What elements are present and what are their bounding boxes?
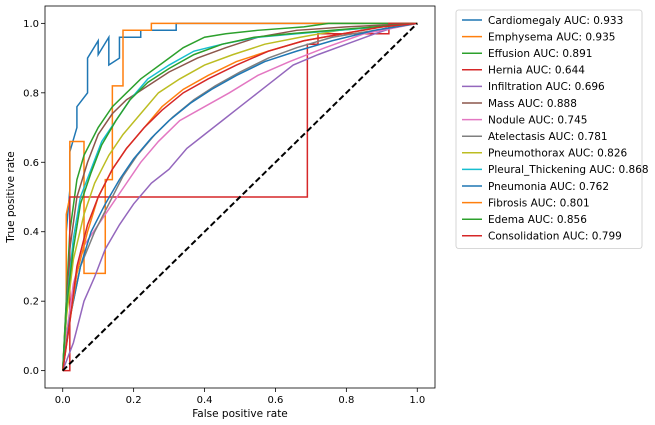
y-axis-label: True positive rate <box>5 151 17 244</box>
roc-curve-13 <box>61 22 418 371</box>
roc-curve-4 <box>62 22 418 371</box>
reference-line-group <box>62 22 418 372</box>
legend-entry-8: Pneumothorax AUC: 0.826 <box>488 148 628 160</box>
legend-entry-5: Mass AUC: 0.888 <box>488 98 577 110</box>
legend-entry-10: Pneumonia AUC: 0.762 <box>488 181 609 193</box>
roc-curve-12 <box>61 22 418 371</box>
legend-entry-13: Consolidation AUC: 0.799 <box>488 231 622 243</box>
legend-entry-4: Infiltration AUC: 0.696 <box>488 81 605 93</box>
legend-entry-9: Pleural_Thickening AUC: 0.868 <box>488 164 649 176</box>
reference-line <box>62 22 418 372</box>
x-axis-label: False positive rate <box>192 408 288 420</box>
x-tick-label: 0.0 <box>55 395 71 406</box>
legend: Cardiomegaly AUC: 0.933 Emphysema AUC: 0.… <box>455 9 649 249</box>
roc-curve-8 <box>61 22 418 371</box>
roc-curve-1 <box>61 22 418 371</box>
y-axis-ticks: 0.0 0.2 0.4 0.6 0.8 1.0 <box>23 19 45 377</box>
legend-entry-3: Hernia AUC: 0.644 <box>488 65 585 77</box>
y-tick-label: 0.6 <box>23 158 39 169</box>
roc-curve-10 <box>61 22 418 371</box>
x-axis-ticks: 0.0 0.2 0.4 0.6 0.8 1.0 <box>55 388 425 406</box>
y-tick-label: 0.2 <box>23 297 39 308</box>
x-tick-label: 0.2 <box>126 395 142 406</box>
x-tick-label: 0.6 <box>268 395 284 406</box>
legend-box <box>455 9 643 249</box>
legend-entry-7: Atelectasis AUC: 0.781 <box>488 131 608 143</box>
legend-entry-12: Edema AUC: 0.856 <box>488 214 587 226</box>
y-tick-label: 0.4 <box>23 227 39 238</box>
legend-entry-2: Effusion AUC: 0.891 <box>488 48 592 60</box>
legend-entry-1: Emphysema AUC: 0.935 <box>488 31 615 43</box>
x-tick-label: 0.4 <box>197 395 213 406</box>
y-tick-label: 1.0 <box>23 19 39 30</box>
x-tick-label: 0.8 <box>338 395 354 406</box>
legend-entry-0: Cardiomegaly AUC: 0.933 <box>488 15 623 27</box>
x-tick-label: 1.0 <box>409 395 425 406</box>
legend-entry-11: Fibrosis AUC: 0.801 <box>488 197 590 209</box>
y-tick-label: 0.0 <box>23 366 39 377</box>
axes-frame <box>44 5 436 389</box>
roc-curves <box>61 22 418 372</box>
y-tick-label: 0.8 <box>23 88 39 99</box>
legend-entry-6: Nodule AUC: 0.745 <box>488 114 587 126</box>
